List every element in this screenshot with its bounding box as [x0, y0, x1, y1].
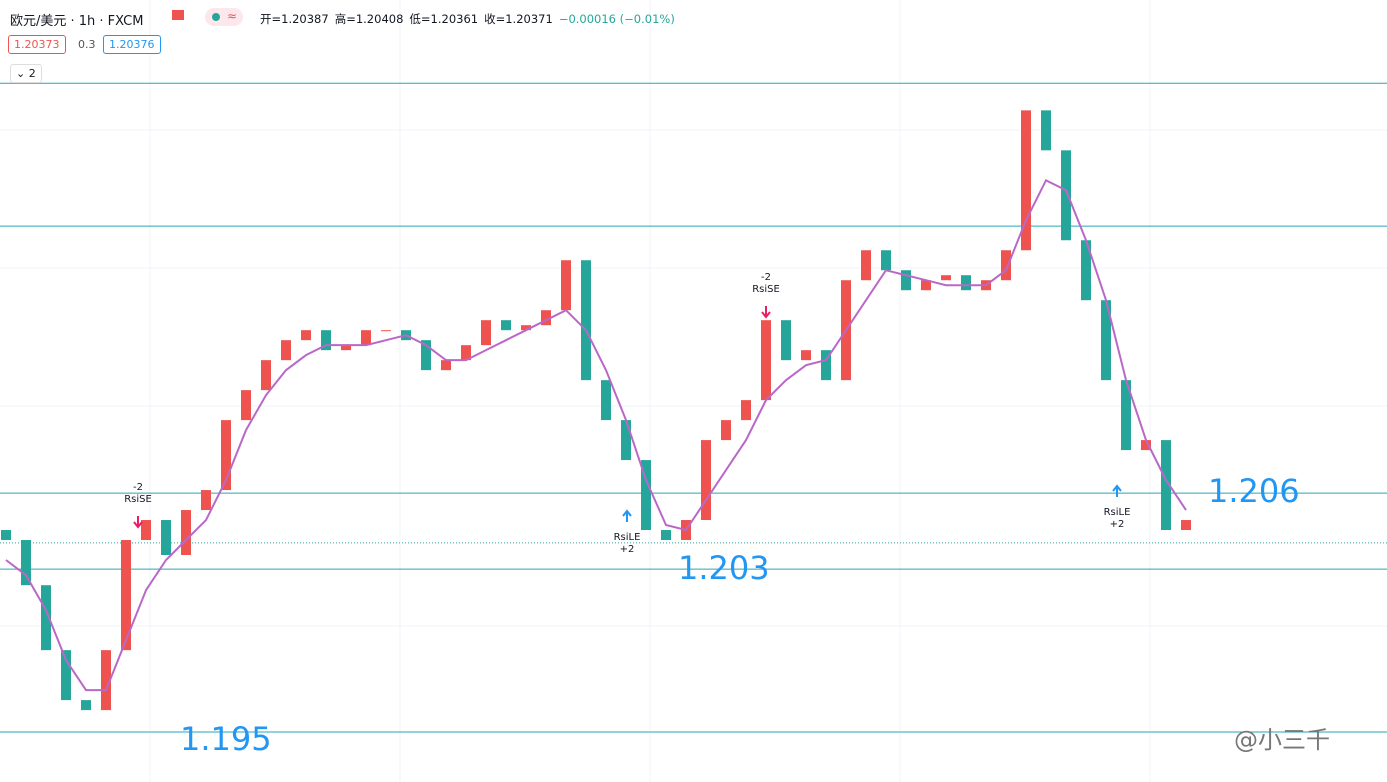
signal-arrow	[622, 509, 632, 522]
candle-body	[741, 400, 751, 421]
candle-body	[361, 330, 371, 346]
candle-body	[301, 330, 311, 341]
candle-body	[541, 310, 551, 326]
candle-body	[421, 340, 431, 371]
candle-body	[901, 270, 911, 291]
candle-body	[201, 490, 211, 511]
candle-body	[281, 340, 291, 361]
candle-body	[861, 250, 871, 281]
candle-body	[241, 390, 251, 421]
indicator-count: 2	[28, 67, 36, 80]
level-label: 1.203	[678, 549, 770, 587]
candle-body	[321, 330, 331, 351]
candle-body	[21, 540, 31, 586]
candle-body	[161, 520, 171, 556]
signal-arrow	[133, 516, 143, 529]
signal-label: RsiLE	[614, 532, 641, 543]
candle-body	[221, 420, 231, 491]
candle-body	[41, 585, 51, 651]
candle-body	[781, 320, 791, 361]
candle-body	[461, 345, 471, 361]
candle-body	[1021, 110, 1031, 251]
buy-price[interactable]: 1.20376	[103, 35, 161, 54]
candle-body	[941, 275, 951, 281]
ohlc-value: 低=1.20361	[409, 12, 479, 26]
candle-body	[621, 420, 631, 461]
candle-body	[881, 250, 891, 271]
candle-body	[661, 530, 671, 541]
candle-body	[141, 520, 151, 541]
candle-body	[761, 320, 771, 401]
candle-body	[1081, 240, 1091, 301]
signal-arrow	[761, 306, 771, 319]
candle-body	[801, 350, 811, 361]
flag[interactable]	[172, 10, 184, 20]
moving-average	[5, 178, 1187, 692]
ohlc-value: 高=1.20408	[334, 12, 404, 26]
candle-body	[181, 510, 191, 556]
candle-body	[441, 360, 451, 371]
collapse-button[interactable]: ⌄ 2	[10, 64, 42, 83]
candle-body	[341, 345, 351, 351]
candle-body	[561, 260, 571, 311]
candle-body	[121, 540, 131, 651]
candle-body	[641, 460, 651, 531]
candle-body	[701, 440, 711, 521]
candle-body	[721, 420, 731, 441]
candle-body	[1101, 300, 1111, 381]
candle-body	[481, 320, 491, 346]
signal-arrow	[1112, 484, 1122, 497]
status-pill[interactable]: ≈	[205, 8, 243, 26]
signal-label: +2	[1110, 519, 1125, 530]
candle-body	[521, 325, 531, 331]
candle-body	[261, 360, 271, 391]
ohlc-value: 开=1.20387	[260, 12, 329, 26]
candle-body	[81, 700, 91, 711]
candle-body	[1001, 250, 1011, 281]
candle-body	[61, 650, 71, 701]
signal-label: -2	[761, 272, 771, 283]
level-label: 1.206	[1208, 472, 1300, 510]
ohlc-value: −0.00016 (−0.01%)	[558, 12, 675, 26]
candle-body	[581, 260, 591, 381]
symbol: 欧元/美元 · 1h · FXCM	[10, 14, 144, 29]
signal-label: -2	[133, 482, 143, 493]
signal-label: +2	[620, 544, 635, 555]
signal-label: RsiSE	[752, 284, 780, 295]
sell-price[interactable]: 1.20373	[8, 35, 66, 54]
level-label: 1.195	[180, 720, 272, 758]
candle-body	[821, 350, 831, 381]
candle-body	[1, 530, 11, 541]
ohlc: 开=1.20387 高=1.20408 低=1.20361 收=1.20371 −0.0…	[260, 11, 681, 27]
signal-label: RsiSE	[124, 494, 152, 505]
ohlc-value: 收=1.20371	[484, 12, 553, 26]
candle-body	[961, 275, 971, 291]
candle-body	[1141, 440, 1151, 451]
candle-body	[501, 320, 511, 331]
candle-body	[101, 650, 111, 711]
signal-label: RsiLE	[1104, 507, 1131, 518]
candle-body	[601, 380, 611, 421]
spread: 0.3	[78, 38, 96, 51]
candle-body	[1161, 440, 1171, 531]
candle-body	[381, 330, 391, 332]
candle-body	[921, 280, 931, 291]
watermark: @小三千	[1234, 726, 1330, 754]
candle-body	[1181, 520, 1191, 531]
candle-body	[1061, 150, 1071, 241]
candle-body	[1121, 380, 1131, 451]
candle-body	[1041, 110, 1051, 151]
